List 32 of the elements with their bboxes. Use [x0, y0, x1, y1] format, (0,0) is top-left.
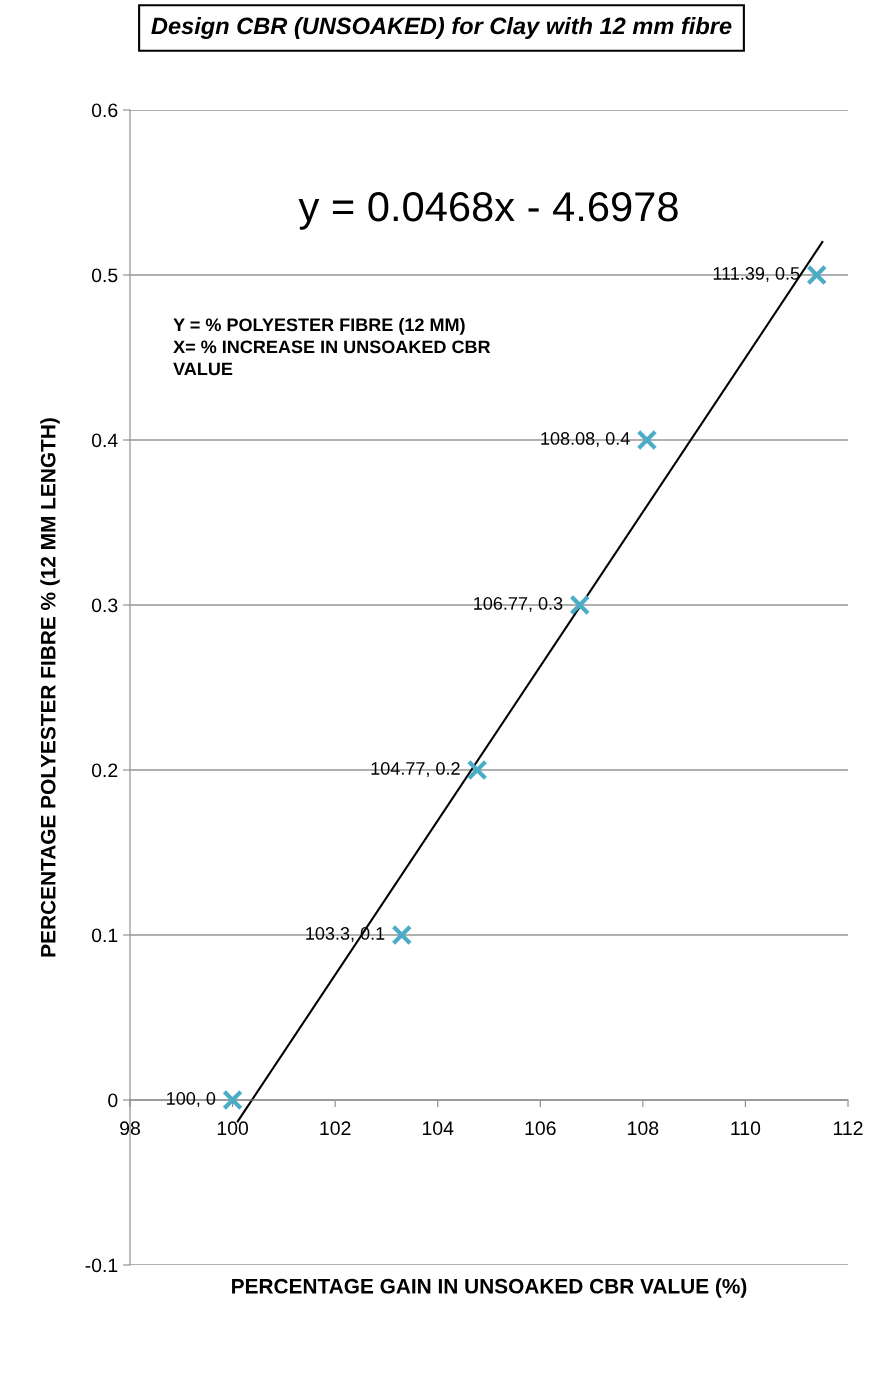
y-tick-label: 0.5	[91, 268, 118, 283]
x-tick-label: 106	[525, 1121, 556, 1136]
x-axis-title: PERCENTAGE GAIN IN UNSOAKED CBR VALUE (%)	[232, 1278, 747, 1298]
y-tick-label: 0.2	[91, 763, 118, 778]
data-label: 100, 0	[167, 1092, 216, 1107]
point	[391, 924, 413, 946]
x-tick-label: 104	[422, 1121, 454, 1136]
data-label: 106.77, 0.3	[474, 597, 563, 612]
point	[222, 1089, 243, 1111]
x-tick-label: 110	[731, 1121, 761, 1136]
y-axis-title: PERCENTAGE POLYESTER FIBRE % (12 MM LENGTH)	[40, 418, 60, 957]
point	[569, 594, 591, 616]
x-tick-label: 102	[320, 1121, 351, 1136]
point	[806, 264, 828, 286]
y-tick-label: 0.4	[91, 433, 118, 448]
y-tick-label: 0.3	[91, 598, 118, 613]
y-tick-label: 0.1	[91, 928, 118, 943]
point	[636, 429, 658, 451]
y-tick-label: -0.1	[85, 1258, 118, 1273]
y-tick-label: 0.6	[91, 103, 118, 118]
data-label: 111.39, 0.5	[713, 267, 800, 282]
x-tick-label: 112	[833, 1121, 863, 1135]
annotation: Y = % POLYESTER FIBRE (12 MM) X= % INCREASE IN UNSOAKED CBR VALUE	[173, 317, 491, 376]
data-label: 104.77, 0.2	[371, 762, 460, 777]
chart-title: Design CBR (UNSOAKED) for Clay with 12 mm fibre	[151, 17, 732, 40]
x-tick-label: 108	[628, 1121, 659, 1136]
x-tick-label: 98	[120, 1121, 140, 1136]
data-label: 108.08, 0.4	[541, 432, 630, 447]
point	[466, 759, 488, 781]
y-tick-label: 0	[108, 1093, 118, 1108]
x-tick-label: 100	[217, 1121, 249, 1136]
annotation: y = 0.0468x - 4.6978	[298, 191, 678, 230]
